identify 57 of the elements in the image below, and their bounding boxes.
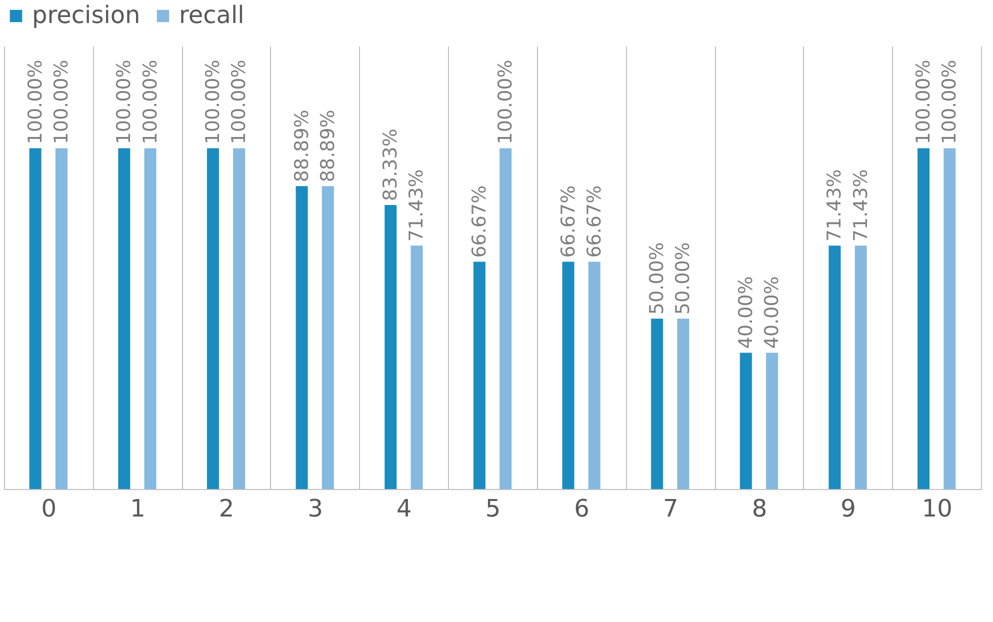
bar xyxy=(651,318,664,489)
x-tick-label: 7 xyxy=(662,494,678,522)
data-label: 100.00% xyxy=(50,60,72,144)
bar xyxy=(677,318,690,489)
data-label: 100.00% xyxy=(912,60,935,144)
data-label: 100.00% xyxy=(139,60,162,144)
data-label: 50.00% xyxy=(646,242,668,315)
bar xyxy=(500,148,512,489)
data-label: 100.00% xyxy=(202,60,224,144)
data-label: 100.00% xyxy=(228,60,250,144)
x-tick-label: 0 xyxy=(41,494,57,522)
bar xyxy=(296,186,308,489)
data-label: 88.89% xyxy=(316,110,339,182)
bar xyxy=(854,246,867,489)
bar xyxy=(118,148,130,489)
bar xyxy=(206,148,219,489)
data-label: 40.00% xyxy=(761,276,784,349)
x-tick-label: 5 xyxy=(485,494,501,522)
legend-label: precision xyxy=(32,1,140,29)
x-tick-label: 9 xyxy=(840,494,856,522)
data-label: 100.00% xyxy=(113,60,136,144)
data-label: 71.43% xyxy=(850,169,872,242)
x-tick-label: 2 xyxy=(218,494,234,522)
bar xyxy=(562,262,574,489)
bar xyxy=(29,148,42,489)
bar xyxy=(384,205,397,489)
legend-label: recall xyxy=(179,1,244,29)
x-tick-label: 8 xyxy=(752,494,768,522)
data-label: 66.67% xyxy=(557,185,580,258)
data-label: 100.00% xyxy=(938,60,961,144)
bar xyxy=(918,148,930,489)
x-tick-label: 6 xyxy=(574,494,590,522)
x-tick-label: 10 xyxy=(922,494,952,522)
bar xyxy=(144,148,156,489)
bar xyxy=(944,148,956,489)
data-label: 100.00% xyxy=(24,60,46,144)
bar xyxy=(473,262,486,489)
data-label: 83.33% xyxy=(380,128,402,202)
data-label: 88.89% xyxy=(290,110,313,182)
bar xyxy=(766,352,778,489)
bar xyxy=(233,148,246,489)
data-label: 66.67% xyxy=(468,185,490,258)
bar xyxy=(55,148,68,489)
x-tick-label: 1 xyxy=(130,494,146,522)
data-label: 71.43% xyxy=(406,169,428,242)
x-tick-label: 4 xyxy=(396,494,412,522)
bar xyxy=(322,186,334,489)
data-label: 66.67% xyxy=(583,185,606,258)
x-tick-label: 3 xyxy=(308,494,324,522)
data-label: 100.00% xyxy=(494,60,517,144)
bar xyxy=(410,246,423,489)
bar xyxy=(740,352,752,489)
data-label: 71.43% xyxy=(824,169,846,242)
bar xyxy=(828,246,841,489)
data-label: 50.00% xyxy=(672,242,694,315)
bar xyxy=(588,262,600,489)
data-label: 40.00% xyxy=(734,276,757,349)
